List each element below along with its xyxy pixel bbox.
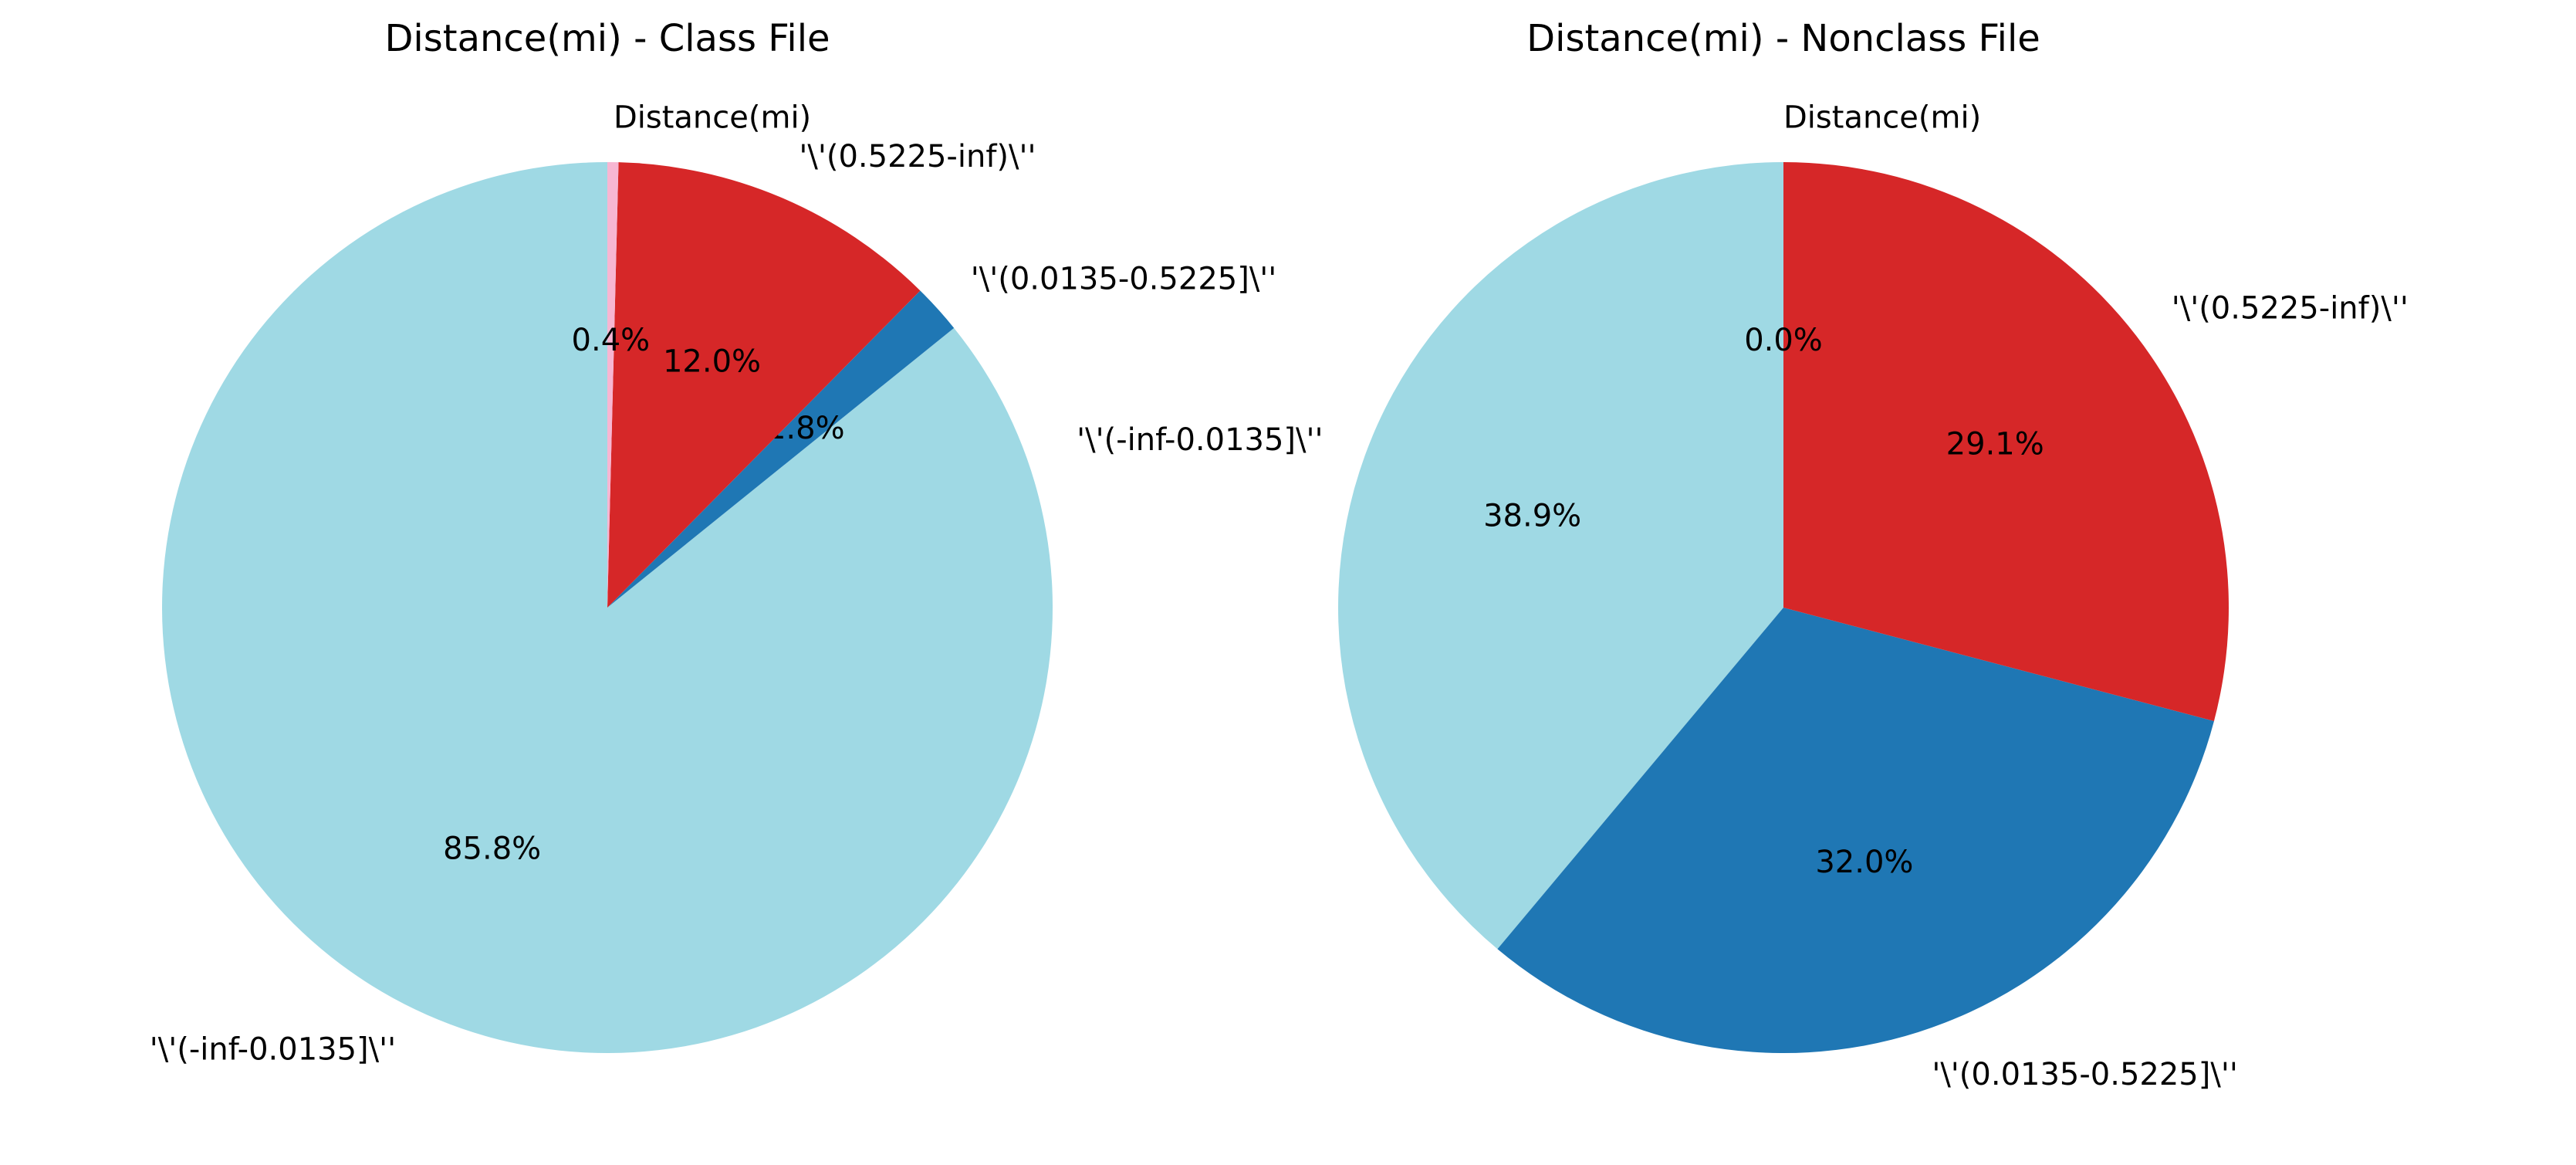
slice-category-label: '\'(0.5225-inf)\'': [799, 139, 1036, 174]
pie-chart-nonclass-file: 38.9% '\'(-inf-0.0135]\'' 32.0% '\'(0.0135-…: [1077, 17, 2409, 1092]
pie-slice-distance-mi: [607, 162, 619, 608]
pie-slice-0-0135-0-5225: [1497, 608, 2214, 1054]
slice-percent-label: 12.0%: [663, 344, 761, 379]
slice-category-label: '\'(0.0135-0.5225]\'': [1932, 1057, 2238, 1092]
slice-category-label: Distance(mi): [614, 100, 811, 135]
pie-slice-0-5225-inf: [1783, 162, 2229, 722]
slice-percent-label: 0.0%: [1744, 323, 1823, 358]
chart-title: Distance(mi) - Nonclass File: [1526, 17, 2040, 60]
slice-percent-label: 29.1%: [1946, 427, 2044, 462]
pie-slice-inf-0-0135: [1337, 161, 1783, 950]
slice-category-label: Distance(mi): [1783, 100, 1981, 135]
slice-category-label: '\'(-inf-0.0135]\'': [1077, 422, 1323, 458]
slice-percent-label: 32.0%: [1815, 845, 1913, 880]
slice-category-label: '\'(-inf-0.0135]\'': [150, 1032, 396, 1068]
slice-percent-label: 38.9%: [1483, 499, 1581, 534]
pie-chart-class-file: 85.8%'\'(-inf-0.0135]\''1.8%'\'(0.0135-0…: [150, 17, 1276, 1068]
slice-percent-label: 0.4%: [572, 323, 651, 358]
slice-category-label: '\'(0.0135-0.5225]\'': [971, 261, 1277, 296]
slice-category-label: '\'(0.5225-inf)\'': [2172, 291, 2409, 327]
slice-percent-label: 85.8%: [443, 831, 541, 866]
pie-slice-0-5225-inf: [607, 162, 921, 608]
pie-slice-0-0135-0-5225: [607, 290, 955, 608]
chart-title: Distance(mi) - Class File: [384, 17, 830, 60]
